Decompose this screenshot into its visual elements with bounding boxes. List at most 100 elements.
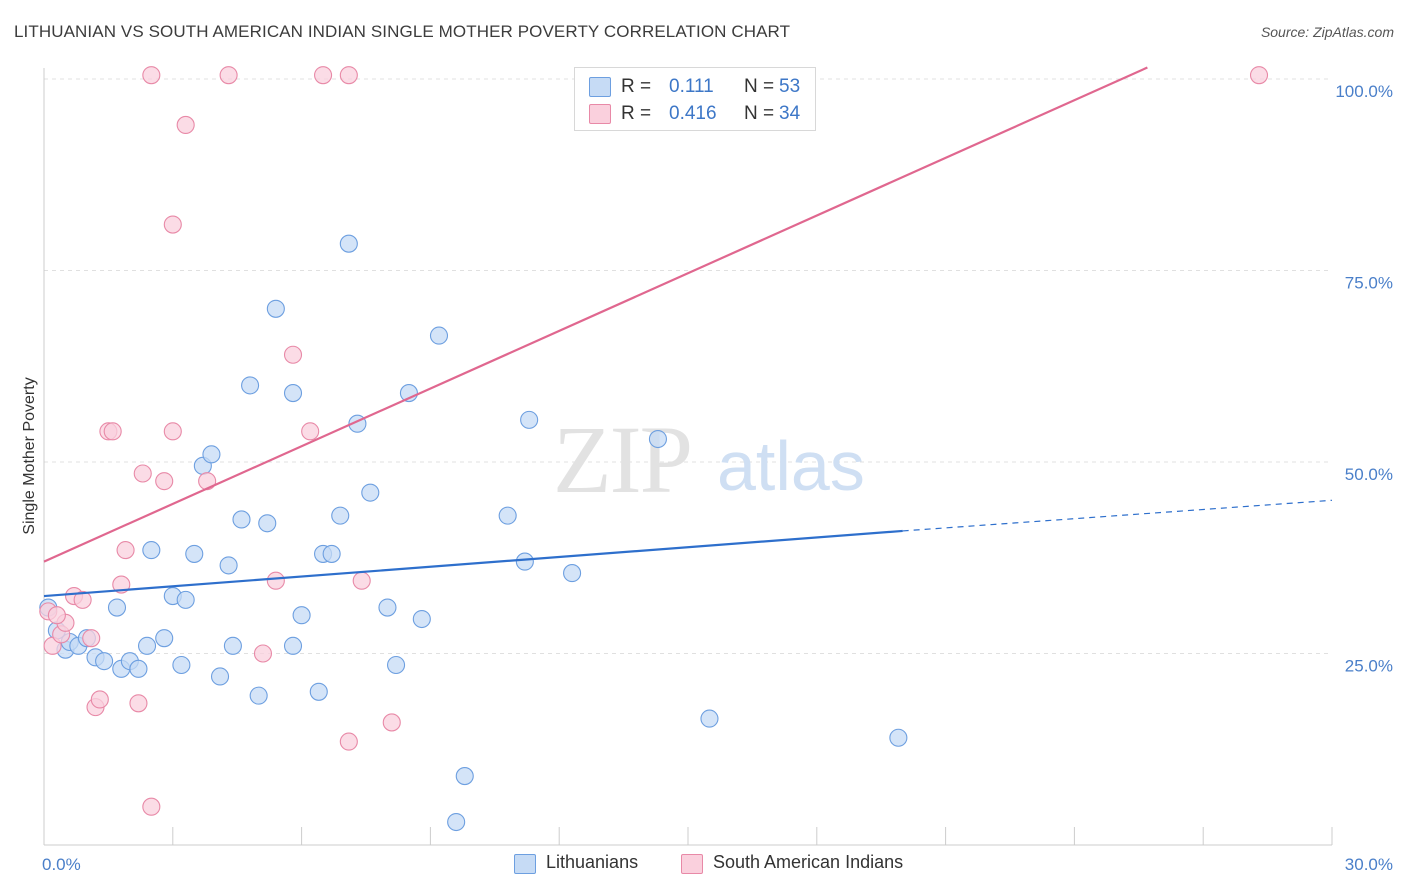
- data-point-lithuanians: [210, 667, 230, 686]
- data-point-south-american-indians: [133, 464, 152, 483]
- bottom-legend-swatch-lithuanians: [514, 854, 536, 874]
- data-point-lithuanians: [361, 483, 380, 502]
- bottom-legend-label-south-american-indians: South American Indians: [713, 852, 904, 872]
- data-point-lithuanians: [202, 445, 221, 464]
- data-point-lithuanians: [95, 652, 114, 671]
- watermark-zip: ZIP: [553, 406, 691, 513]
- y-tick-label: 75.0%: [1345, 274, 1393, 293]
- data-point-lithuanians: [172, 655, 191, 675]
- data-point-lithuanians: [339, 234, 358, 253]
- legend-n-label: N =: [744, 76, 775, 97]
- y-tick-label: 25.0%: [1345, 657, 1393, 676]
- data-point-south-american-indians: [339, 732, 358, 751]
- watermark: ZIP atlas: [553, 406, 865, 513]
- data-point-lithuanians: [232, 510, 251, 529]
- data-point-lithuanians: [249, 686, 268, 705]
- y-tick-labels: 25.0% 50.0% 75.0% 100.0%: [1335, 82, 1393, 676]
- data-point-lithuanians: [292, 606, 311, 625]
- data-point-south-american-indians: [352, 571, 371, 590]
- x-axis-ticks: [43, 827, 1333, 845]
- correlation-legend: R = 0.111 N = 53 R = 0.416 N = 34: [574, 67, 816, 131]
- y-tick-label: 50.0%: [1345, 465, 1393, 484]
- data-point-south-american-indians: [103, 422, 122, 441]
- data-point-lithuanians: [219, 556, 238, 575]
- legend-swatch-south-american-indians: [589, 104, 611, 124]
- legend-r-value: 0.111: [669, 76, 714, 97]
- data-point-south-american-indians: [129, 694, 148, 713]
- data-point-lithuanians: [563, 564, 582, 583]
- data-point-south-american-indians: [314, 66, 333, 85]
- data-point-south-american-indians: [47, 606, 66, 625]
- data-point-south-american-indians: [266, 571, 285, 590]
- data-point-lithuanians: [447, 812, 466, 832]
- data-point-lithuanians: [258, 514, 277, 533]
- trend-line-extension-lithuanians: [902, 499, 1333, 532]
- data-point-lithuanians: [520, 410, 539, 429]
- x-tick-label: 0.0%: [42, 855, 81, 874]
- data-point-lithuanians: [455, 767, 474, 786]
- legend-n-label: N =: [744, 103, 775, 124]
- data-point-lithuanians: [648, 429, 667, 449]
- x-tick-label: 30.0%: [1345, 855, 1393, 874]
- data-point-lithuanians: [322, 544, 341, 563]
- data-point-lithuanians: [387, 655, 406, 675]
- data-point-lithuanians: [700, 709, 719, 728]
- data-point-lithuanians: [176, 590, 195, 609]
- data-point-lithuanians: [889, 728, 908, 747]
- data-point-south-american-indians: [339, 66, 358, 85]
- data-point-south-american-indians: [155, 472, 174, 491]
- source-label: Source: ZipAtlas.com: [1260, 24, 1394, 40]
- x-tick-labels: 0.0% 30.0%: [42, 855, 1393, 874]
- data-point-south-american-indians: [73, 590, 92, 609]
- series-points: [39, 66, 1269, 832]
- legend-r-label: R =: [621, 76, 652, 97]
- trend-line-south-american-indians: [43, 66, 1148, 563]
- data-point-south-american-indians: [301, 422, 320, 441]
- data-point-south-american-indians: [198, 472, 217, 491]
- legend-r-value: 0.416: [669, 103, 717, 124]
- data-point-lithuanians: [107, 598, 127, 617]
- data-point-lithuanians: [412, 609, 431, 629]
- data-point-south-american-indians: [163, 422, 182, 441]
- data-point-south-american-indians: [382, 713, 401, 732]
- data-point-lithuanians: [241, 376, 260, 395]
- data-point-south-american-indians: [90, 690, 109, 709]
- legend-r-label: R =: [621, 103, 652, 124]
- bottom-legend-label-lithuanians: Lithuanians: [546, 852, 639, 872]
- data-point-south-american-indians: [253, 644, 273, 663]
- data-point-lithuanians: [142, 541, 161, 560]
- watermark-atlas: atlas: [717, 427, 865, 505]
- legend-n-value: 53: [779, 76, 801, 97]
- legend-n-value: 34: [779, 103, 801, 124]
- data-point-south-american-indians: [1249, 66, 1269, 85]
- y-tick-label: 100.0%: [1335, 82, 1393, 101]
- trend-lines: [43, 66, 1333, 598]
- data-point-lithuanians: [283, 636, 303, 655]
- data-point-lithuanians: [185, 544, 204, 563]
- data-point-lithuanians: [378, 598, 397, 617]
- data-point-lithuanians: [498, 506, 517, 525]
- data-point-south-american-indians: [219, 66, 238, 85]
- data-point-lithuanians: [331, 506, 350, 525]
- data-point-lithuanians: [309, 682, 328, 701]
- data-point-lithuanians: [266, 299, 285, 318]
- data-point-south-american-indians: [142, 797, 161, 816]
- data-point-south-american-indians: [116, 541, 135, 560]
- data-point-lithuanians: [515, 552, 534, 571]
- data-point-south-american-indians: [283, 345, 303, 364]
- data-point-lithuanians: [155, 629, 174, 648]
- data-point-south-american-indians: [176, 115, 195, 135]
- data-point-south-american-indians: [142, 66, 161, 85]
- legend-swatch-lithuanians: [589, 77, 611, 97]
- data-point-lithuanians: [429, 326, 449, 345]
- data-point-south-american-indians: [82, 629, 101, 648]
- trend-line-lithuanians: [43, 529, 903, 598]
- chart-title: LITHUANIAN VS SOUTH AMERICAN INDIAN SING…: [14, 22, 791, 41]
- data-point-lithuanians: [129, 659, 148, 678]
- data-point-lithuanians: [137, 636, 157, 655]
- y-axis-label: Single Mother Poverty: [21, 377, 38, 534]
- data-point-lithuanians: [223, 636, 242, 655]
- data-point-lithuanians: [283, 384, 303, 403]
- bottom-legend-swatch-south-american-indians: [681, 854, 703, 874]
